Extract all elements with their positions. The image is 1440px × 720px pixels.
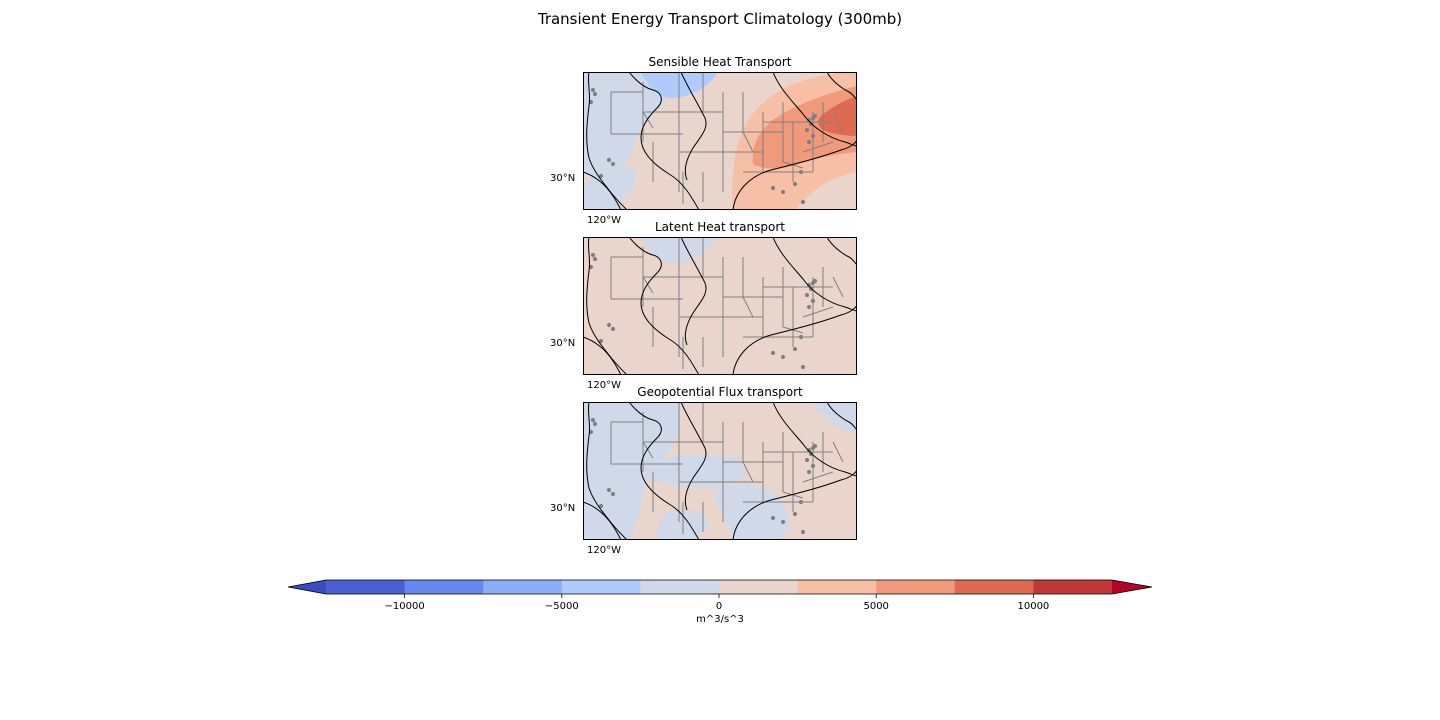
colorbar-bin (719, 580, 799, 594)
state-borders (588, 72, 844, 205)
colorbar-tick-label: −5000 (545, 601, 579, 612)
state-borders (588, 237, 844, 370)
colorbar-tick-label: −10000 (384, 601, 424, 612)
lon-label-sensible: 120°W (587, 215, 621, 226)
map-panel-sensible (583, 72, 857, 210)
colorbar-bin (1033, 580, 1113, 594)
lat-label-geopotential: 30°N (550, 503, 576, 514)
colorbar: −10000 −5000 0 5000 10000 m^3/s^3 (280, 574, 1160, 634)
contour-region-northeast-corner-cool (813, 402, 857, 432)
colorbar-bin (561, 580, 641, 594)
contour-region-east-warm-inner (818, 96, 857, 136)
colorbar-tick-label: 5000 (863, 601, 888, 612)
lat-label-latent: 30°N (550, 338, 576, 349)
colorbar-tick-label: 10000 (1017, 601, 1049, 612)
colorbar-label: m^3/s^3 (696, 614, 744, 625)
colorbar-bin (797, 580, 877, 594)
colorbar-extend-max (1112, 580, 1152, 594)
panel-title-latent: Latent Heat transport (655, 220, 785, 234)
map-frame (583, 237, 857, 375)
contour-region-west-cool (583, 402, 681, 540)
contour-region-east-warm-mid (752, 86, 857, 169)
state-borders (588, 402, 844, 535)
colorbar-bin (483, 580, 563, 594)
map-panel-geopotential (583, 402, 857, 540)
coastlines (583, 237, 857, 375)
colorbar-bin (326, 580, 406, 594)
contour-region-background (583, 237, 857, 375)
coastlines (583, 72, 857, 210)
colorbar-outline (287, 579, 1153, 595)
contour-region-southeast-cool (714, 484, 790, 540)
map-frame (583, 72, 857, 210)
lon-label-geopotential: 120°W (587, 545, 621, 556)
panel-title-sensible: Sensible Heat Transport (648, 55, 792, 69)
lat-label-sensible: 30°N (550, 173, 576, 184)
colorbar-tick-label: 0 (716, 601, 722, 612)
coastlines (583, 402, 857, 540)
map-panel-latent (583, 237, 857, 375)
panel-title-geopotential: Geopotential Flux transport (637, 385, 803, 399)
figure-title: Transient Energy Transport Climatology (… (537, 10, 903, 28)
colorbar-extend-min (288, 580, 326, 594)
colorbar-bin (876, 580, 956, 594)
map-frame (583, 402, 857, 540)
colorbar-bin (954, 580, 1034, 594)
colorbar-bin (404, 580, 484, 594)
lon-label-latent: 120°W (587, 380, 621, 391)
colorbar-bin (640, 580, 720, 594)
contour-region-northwest-cool (583, 72, 683, 176)
contour-region-southwest-cool (583, 190, 627, 210)
